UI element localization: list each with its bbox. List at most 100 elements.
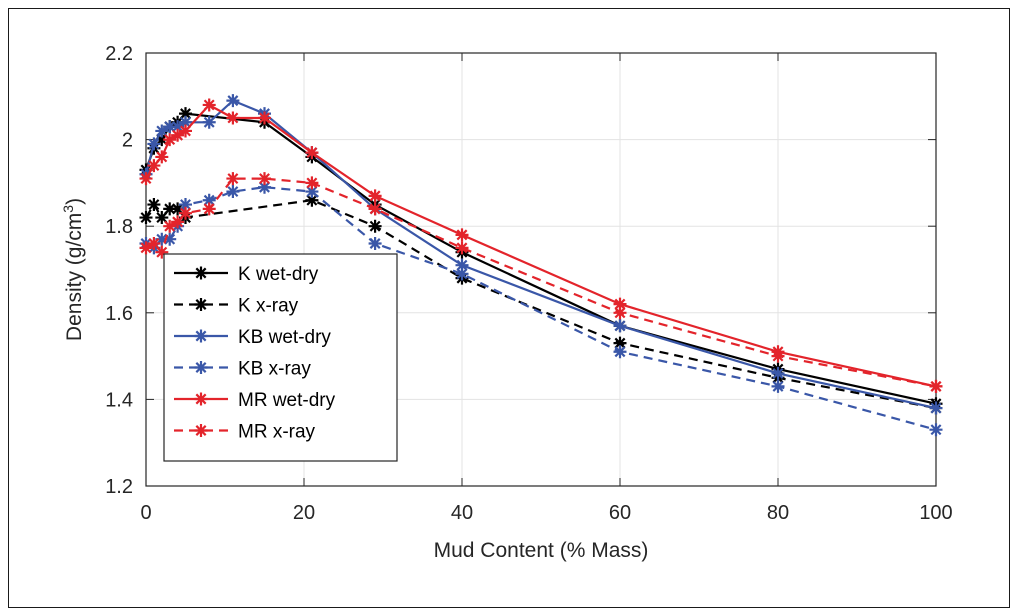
legend: K wet-dry K x-ray KB wet-dry KB x-ray MR wet… (163, 253, 398, 462)
data-point-mr-x-ray (305, 176, 319, 190)
x-axis-label: Mud Content (% Mass) (434, 539, 649, 562)
data-point-kb-x-ray (455, 267, 469, 281)
data-point-mr-x-ray (163, 219, 177, 233)
legend-box (163, 253, 398, 462)
y-axis-label-close: ) (63, 198, 86, 205)
data-point-mr-wet-dry (171, 128, 185, 142)
legend-label-mr-wet-dry: MR wet-dry (238, 390, 336, 411)
x-tick-label: 60 (609, 502, 631, 524)
data-point-k-x-ray (613, 336, 627, 350)
x-tick-label: 0 (140, 502, 151, 524)
series-line-k-x-ray (145, 199, 937, 410)
data-point-mr-x-ray (929, 379, 943, 393)
legend-label-k-x-ray: K x-ray (238, 296, 299, 317)
data-point-mr-x-ray (613, 306, 627, 320)
data-point-mr-wet-dry (179, 124, 192, 138)
series-layer (139, 94, 943, 437)
data-point-mr-wet-dry (202, 98, 216, 112)
data-point-k-x-ray (147, 198, 161, 212)
data-point-kb-x-ray (929, 423, 943, 437)
data-point-kb-x-ray (258, 180, 271, 194)
data-point-mr-x-ray (171, 215, 185, 229)
data-point-kb-x-ray (155, 232, 169, 246)
legend-label-kb-wet-dry: KB wet-dry (238, 327, 331, 348)
data-point-kb-x-ray (179, 198, 192, 212)
x-tick-label: 20 (293, 502, 315, 524)
data-point-mr-x-ray (179, 206, 192, 220)
series-line-mr-x-ray (145, 177, 937, 388)
data-point-kb-x-ray (368, 237, 382, 251)
data-point-kb-x-ray (771, 379, 785, 393)
y-tick-label: 1.8 (105, 216, 133, 238)
data-point-mr-x-ray (455, 241, 469, 255)
plot-area (145, 52, 937, 487)
series-mr-x-ray (139, 172, 943, 393)
density-vs-mud-content-chart: 0 20 40 60 80 100 1.2 1.4 1.6 1.8 2 2.2 Mud Content… (60, 43, 953, 562)
data-point-mr-x-ray (147, 237, 161, 251)
data-point-kb-wet-dry (771, 366, 785, 380)
y-axis-label: Density (g/cm3) (60, 198, 86, 341)
data-point-kb-wet-dry (226, 94, 240, 108)
data-point-mr-wet-dry (226, 111, 240, 125)
x-tick-label: 100 (919, 502, 952, 524)
y-axis-label-main: Density (g/cm (63, 213, 86, 341)
data-point-kb-x-ray (226, 185, 240, 199)
legend-label-mr-x-ray: MR x-ray (238, 422, 316, 443)
legend-marker-kb-wet-dry (194, 329, 208, 343)
data-point-mr-wet-dry (139, 172, 153, 186)
data-point-kb-wet-dry (179, 115, 192, 129)
data-point-mr-x-ray (139, 241, 153, 255)
legend-marker-mr-wet-dry (194, 392, 208, 406)
y-tick-label: 1.2 (105, 476, 133, 498)
data-point-kb-wet-dry (929, 401, 943, 415)
data-point-k-x-ray (155, 211, 169, 225)
data-point-mr-x-ray (155, 245, 169, 259)
legend-marker-k-x-ray (194, 298, 208, 311)
data-point-mr-wet-dry (613, 297, 627, 311)
data-point-mr-wet-dry (147, 159, 161, 173)
data-point-mr-wet-dry (155, 150, 169, 164)
data-point-k-x-ray (368, 219, 382, 233)
data-point-kb-wet-dry (613, 319, 627, 333)
data-point-mr-x-ray (258, 172, 271, 186)
data-point-k-x-ray (305, 193, 319, 207)
data-point-mr-wet-dry (368, 189, 382, 203)
legend-marker-kb-x-ray (194, 361, 208, 374)
data-point-kb-wet-dry (163, 120, 177, 134)
data-point-kb-x-ray (613, 345, 627, 359)
data-point-mr-wet-dry (258, 111, 271, 125)
legend-label-kb-x-ray: KB x-ray (238, 359, 311, 380)
data-point-k-wet-dry (179, 107, 192, 121)
data-point-k-x-ray (139, 211, 153, 225)
data-point-mr-x-ray (771, 349, 785, 363)
legend-marker-mr-x-ray (194, 424, 208, 437)
axis-ticks: 0 20 40 60 80 100 1.2 1.4 1.6 1.8 2 2.2 (105, 43, 953, 524)
data-point-kb-wet-dry (147, 137, 161, 151)
data-point-kb-x-ray (202, 193, 216, 207)
data-point-mr-x-ray (368, 202, 382, 216)
data-point-k-x-ray (171, 202, 185, 216)
data-point-mr-x-ray (202, 202, 216, 216)
data-point-kb-x-ray (305, 185, 319, 199)
data-point-kb-wet-dry (155, 124, 169, 138)
data-point-mr-x-ray (226, 172, 240, 186)
x-tick-label: 80 (767, 502, 789, 524)
y-tick-label: 1.4 (105, 389, 133, 411)
data-point-mr-wet-dry (305, 146, 319, 160)
legend-label-k-wet-dry: K wet-dry (238, 264, 319, 285)
data-point-kb-wet-dry (202, 115, 216, 129)
series-mr-wet-dry (139, 98, 943, 393)
data-point-kb-wet-dry (171, 120, 185, 134)
y-tick-label: 2.2 (105, 43, 133, 65)
data-point-k-x-ray (163, 202, 177, 216)
data-point-k-wet-dry (155, 133, 169, 147)
data-point-mr-wet-dry (455, 228, 469, 242)
data-point-kb-wet-dry (455, 258, 469, 272)
y-tick-label: 2 (122, 130, 133, 152)
y-axis-label-superscript: 3 (60, 205, 76, 213)
x-tick-label: 40 (451, 502, 473, 524)
y-tick-label: 1.6 (105, 303, 133, 325)
data-point-mr-wet-dry (163, 133, 177, 147)
legend-marker-k-wet-dry (194, 266, 208, 280)
data-point-kb-x-ray (163, 232, 177, 246)
